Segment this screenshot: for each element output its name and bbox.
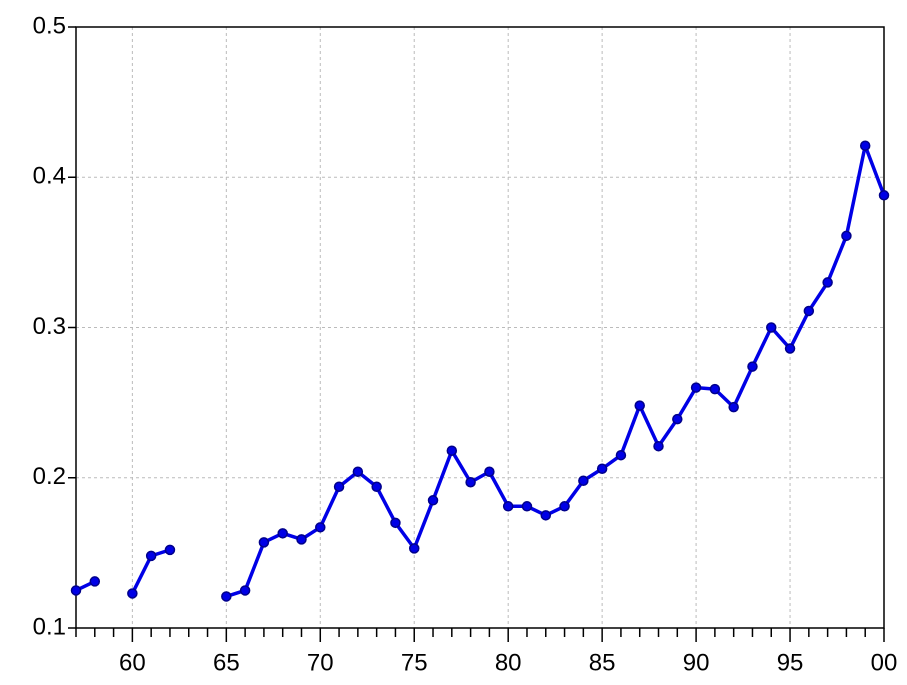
data-point bbox=[803, 305, 815, 317]
data-point bbox=[690, 382, 702, 393]
x-tick-label: 90 bbox=[683, 649, 710, 676]
data-point bbox=[89, 576, 101, 587]
x-tick-label: 80 bbox=[495, 649, 522, 676]
y-tick-label: 0.1 bbox=[33, 613, 66, 640]
data-point bbox=[427, 495, 439, 506]
y-tick-label: 0.5 bbox=[33, 12, 66, 39]
data-point bbox=[559, 501, 570, 512]
data-point bbox=[446, 445, 458, 456]
data-point bbox=[540, 510, 552, 521]
y-tick-label: 0.3 bbox=[33, 313, 66, 340]
data-point bbox=[221, 591, 232, 602]
data-point bbox=[277, 528, 288, 539]
plot-frame bbox=[75, 26, 885, 629]
data-point bbox=[408, 543, 420, 554]
data-point bbox=[653, 440, 664, 452]
data-point bbox=[258, 537, 270, 548]
data-point bbox=[164, 544, 176, 556]
data-point bbox=[728, 401, 739, 413]
data-point bbox=[615, 449, 627, 461]
x-tick-label: 00 bbox=[871, 649, 898, 676]
data-line bbox=[75, 143, 886, 599]
data-point bbox=[596, 463, 608, 474]
data-point bbox=[239, 585, 251, 596]
data-point bbox=[333, 481, 345, 493]
data-point bbox=[578, 475, 589, 487]
y-tick-label: 0.4 bbox=[33, 163, 66, 190]
data-point bbox=[352, 466, 364, 477]
data-point bbox=[371, 481, 382, 493]
x-tick-label: 65 bbox=[213, 649, 240, 676]
data-point bbox=[145, 550, 157, 562]
data-point bbox=[315, 522, 326, 533]
data-point bbox=[672, 413, 683, 425]
data-point bbox=[634, 400, 645, 411]
x-tick-label: 60 bbox=[119, 649, 146, 676]
data-point bbox=[859, 140, 871, 151]
data-point bbox=[502, 501, 514, 512]
data-point bbox=[484, 466, 495, 477]
data-point bbox=[70, 585, 82, 596]
x-tick-label: 75 bbox=[401, 649, 428, 676]
data-point bbox=[747, 361, 758, 372]
data-point bbox=[127, 588, 138, 599]
y-tick-label: 0.2 bbox=[33, 463, 66, 490]
data-point bbox=[390, 517, 401, 529]
data-point bbox=[709, 383, 721, 395]
data-point bbox=[822, 277, 833, 288]
data-point bbox=[766, 322, 777, 333]
data-point bbox=[465, 477, 476, 488]
data-point bbox=[521, 501, 533, 512]
data-point bbox=[878, 190, 890, 201]
x-tick-label: 85 bbox=[589, 649, 616, 676]
x-tick-label: 95 bbox=[777, 649, 804, 676]
data-point bbox=[841, 230, 852, 242]
data-point bbox=[784, 343, 796, 354]
x-tick-label: 70 bbox=[307, 649, 334, 676]
data-point bbox=[296, 534, 307, 545]
